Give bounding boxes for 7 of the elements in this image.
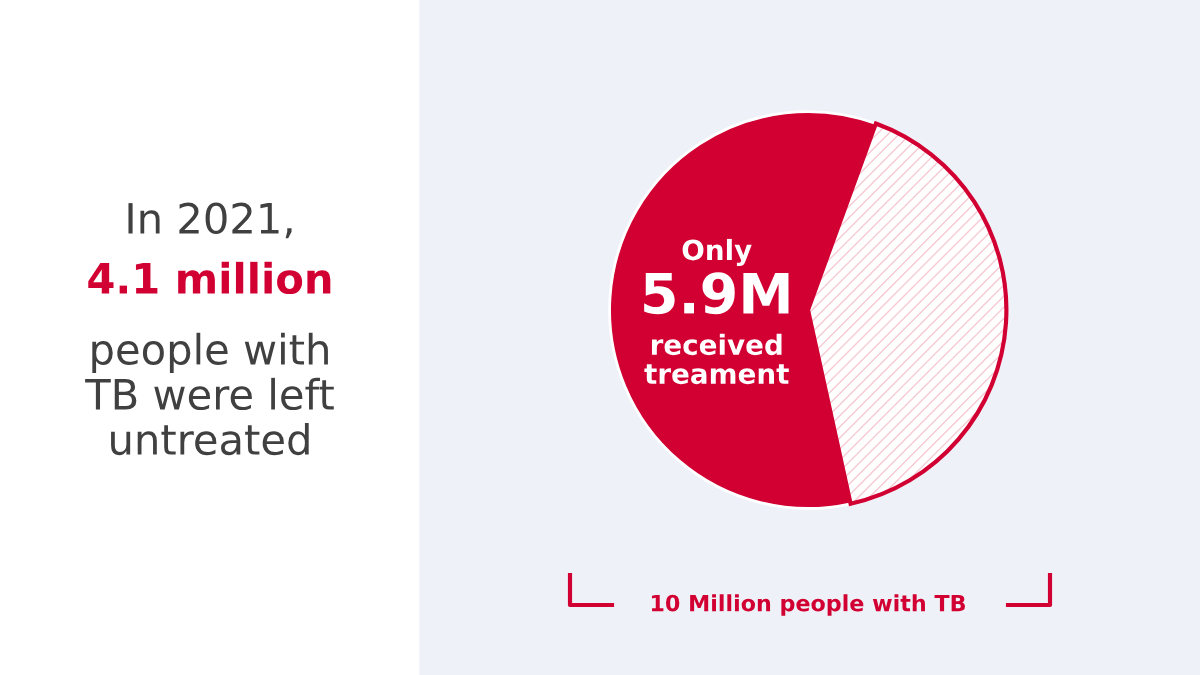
text: received treament bbox=[644, 333, 789, 385]
text: Only bbox=[682, 238, 752, 267]
text: 10 Million people with TB bbox=[651, 594, 965, 616]
text: In 2021, bbox=[128, 202, 292, 239]
text: people with TB were left untreated bbox=[85, 332, 334, 456]
data-label: 5.9M bbox=[644, 272, 789, 315]
text: 4.1 million bbox=[88, 261, 331, 295]
